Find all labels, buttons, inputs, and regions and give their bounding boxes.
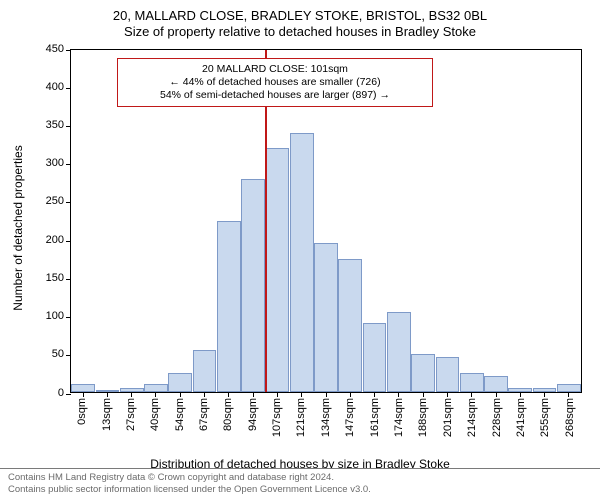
x-tick-label: 121sqm (296, 398, 308, 437)
y-tick (66, 202, 71, 203)
y-tick-label: 300 (46, 157, 64, 169)
y-tick-label: 250 (46, 195, 64, 207)
bar (193, 350, 217, 392)
bar (338, 259, 362, 392)
y-tick (66, 317, 71, 318)
bar (484, 376, 508, 391)
bar (314, 243, 338, 391)
y-tick (66, 241, 71, 242)
bar (144, 384, 168, 392)
x-tick-label: 80sqm (222, 398, 234, 431)
bar (71, 384, 95, 392)
x-tick-label: 147sqm (344, 398, 356, 437)
y-tick (66, 279, 71, 280)
x-tick-label: 107sqm (271, 398, 283, 437)
bar (217, 221, 241, 392)
plot-area: 20 MALLARD CLOSE: 101sqm ← 44% of detach… (70, 49, 582, 393)
x-tick-label: 255sqm (539, 398, 551, 437)
x-tick-label: 94sqm (247, 398, 259, 431)
bar (387, 312, 411, 392)
y-tick-label: 100 (46, 310, 64, 322)
bar (241, 179, 265, 392)
x-tick-label: 134sqm (320, 398, 332, 437)
x-tick-label: 188sqm (418, 398, 430, 437)
y-tick (66, 164, 71, 165)
y-axis: 0 50 100 150 200 250 300 350 400 450 (36, 43, 70, 413)
x-tick-label: 214sqm (466, 398, 478, 437)
footer-line1: Contains HM Land Registry data © Crown c… (8, 472, 592, 484)
bar (363, 323, 387, 391)
y-tick (66, 126, 71, 127)
bar (168, 373, 192, 392)
annotation-line3: 54% of semi-detached houses are larger (… (124, 89, 426, 102)
y-tick-label: 350 (46, 119, 64, 131)
y-tick-label: 450 (46, 43, 64, 55)
x-tick-label: 201sqm (442, 398, 454, 437)
y-axis-label-wrap: Number of detached properties (18, 43, 36, 413)
x-tick-label: 0sqm (76, 398, 88, 425)
x-tick-label: 27sqm (125, 398, 137, 431)
bar (460, 373, 484, 392)
annotation-line2: ← 44% of detached houses are smaller (72… (124, 76, 426, 89)
x-tick-label: 228sqm (491, 398, 503, 437)
annotation-box: 20 MALLARD CLOSE: 101sqm ← 44% of detach… (117, 58, 433, 107)
x-tick-label: 161sqm (369, 398, 381, 437)
footer: Contains HM Land Registry data © Crown c… (0, 468, 600, 500)
y-axis-label: Number of detached properties (11, 145, 25, 310)
page-title: 20, MALLARD CLOSE, BRADLEY STOKE, BRISTO… (18, 8, 582, 24)
y-tick-label: 50 (52, 348, 64, 360)
x-tick-label: 54sqm (174, 398, 186, 431)
y-tick (66, 355, 71, 356)
footer-line2: Contains public sector information licen… (8, 484, 592, 496)
chart-container: 20, MALLARD CLOSE, BRADLEY STOKE, BRISTO… (0, 0, 600, 500)
page-subtitle: Size of property relative to detached ho… (18, 24, 582, 40)
chart-row: Number of detached properties 0 50 100 150 2… (18, 43, 582, 413)
x-tick-label: 13sqm (101, 398, 113, 431)
y-tick-label: 0 (58, 387, 64, 399)
x-tick-label: 67sqm (198, 398, 210, 431)
bar (266, 148, 290, 391)
bar (290, 133, 314, 391)
bar (436, 357, 460, 391)
x-tick-label: 174sqm (393, 398, 405, 437)
y-tick (66, 88, 71, 89)
y-tick (66, 50, 71, 51)
plot-area-wrap: 20 MALLARD CLOSE: 101sqm ← 44% of detach… (70, 43, 582, 413)
x-tick-label: 40sqm (149, 398, 161, 431)
bar (557, 384, 581, 392)
x-axis: 0sqm13sqm27sqm40sqm54sqm67sqm80sqm94sqm1… (70, 393, 582, 413)
x-tick-label: 268sqm (564, 398, 576, 437)
y-tick-label: 400 (46, 81, 64, 93)
y-tick-label: 150 (46, 272, 64, 284)
bar (411, 354, 435, 392)
x-tick-label: 241sqm (515, 398, 527, 437)
y-tick-label: 200 (46, 234, 64, 246)
annotation-line1: 20 MALLARD CLOSE: 101sqm (124, 63, 426, 76)
